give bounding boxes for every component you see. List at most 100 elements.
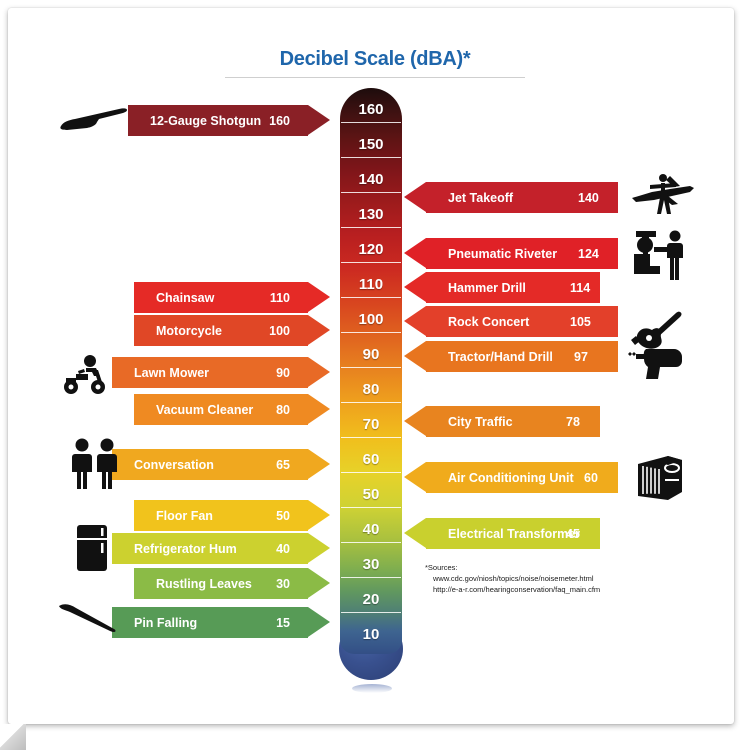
scale-label-30: 30 (362, 556, 380, 573)
scale-label-130: 130 (358, 206, 384, 223)
scale-label-140: 140 (358, 171, 384, 188)
bar-label: City Traffic (448, 414, 513, 429)
bar-label: Vacuum Cleaner (156, 402, 254, 417)
decibel-thermometer: 160 150 140 130 120 110 100 90 80 70 60 … (339, 88, 403, 693)
sources-line-2: http://e-a-r.com/hearingconservation/faq… (433, 585, 601, 594)
bar-value: 60 (584, 470, 598, 485)
scale-tick (341, 262, 401, 263)
scale-label-110: 110 (358, 276, 384, 293)
bar-value: 15 (276, 615, 290, 630)
bar-value: 160 (269, 113, 290, 128)
scale-label-80: 80 (362, 381, 380, 398)
scale-tick (341, 122, 401, 123)
title-divider (225, 77, 525, 78)
scale-tick (341, 192, 401, 193)
shotgun-icon (57, 104, 129, 134)
bar-refrigerator-hum[interactable]: Refrigerator Hum 40 (112, 533, 308, 564)
bar-value: 40 (276, 541, 290, 556)
bar-lawn-mower[interactable]: Lawn Mower 90 (112, 357, 308, 388)
bar-value: 78 (566, 414, 580, 429)
bar-label: Conversation (134, 457, 214, 472)
bar-value: 140 (578, 190, 599, 205)
bar-air-conditioning-unit[interactable]: Air Conditioning Unit 60 (426, 462, 618, 493)
bar-arrow-right-icon (308, 449, 330, 479)
bar-value: 50 (276, 508, 290, 523)
bar-label: Lawn Mower (134, 365, 210, 380)
bar-value: 80 (276, 402, 290, 417)
bar-value: 97 (574, 349, 588, 364)
refrigerator-icon (74, 523, 110, 573)
bar-label: Hammer Drill (448, 280, 526, 295)
scale-label-160: 160 (358, 101, 384, 118)
scale-tick (341, 612, 401, 613)
bar-arrow-right-icon (308, 105, 330, 135)
bar-value: 90 (276, 365, 290, 380)
bar-value: 114 (570, 280, 591, 295)
bar-rock-concert[interactable]: Rock Concert 105 (426, 306, 618, 337)
sources-line-1: www.cdc.gov/niosh/topics/noise/noisemete… (433, 574, 594, 583)
scale-tick (341, 332, 401, 333)
bar-value: 100 (269, 323, 290, 338)
bar-label: Chainsaw (156, 290, 215, 305)
bar-pneumatic-riveter[interactable]: Pneumatic Riveter 124 (426, 238, 618, 269)
bar-label: Pneumatic Riveter (448, 246, 558, 261)
bar-city-traffic[interactable]: City Traffic 78 (426, 406, 600, 437)
scale-tick (341, 297, 401, 298)
page-corner-fold (0, 724, 26, 750)
riding-mower-icon (58, 352, 114, 396)
bar-value: 110 (269, 290, 290, 305)
bar-electrical-transformer[interactable]: Electrical Transformer 45 (426, 518, 600, 549)
bar-arrow-right-icon (308, 394, 330, 424)
bar-motorcycle[interactable]: Motorcycle 100 (134, 315, 308, 346)
bar-12-gauge-shotgun[interactable]: 12-Gauge Shotgun 160 (128, 105, 308, 136)
scale-tick (341, 227, 401, 228)
bar-tractor-hand-drill[interactable]: Tractor/Hand Drill 97 (426, 341, 618, 372)
scale-label-20: 20 (362, 591, 380, 608)
bar-value: 65 (276, 457, 290, 472)
thermometer-reflection (352, 684, 392, 693)
scale-label-40: 40 (362, 521, 380, 538)
bar-arrow-right-icon (308, 500, 330, 530)
sources-note: *Sources: www.cdc.gov/niosh/topics/noise… (425, 562, 655, 595)
bar-value: 124 (578, 246, 599, 261)
bar-arrow-left-icon (404, 272, 426, 302)
bar-arrow-right-icon (308, 357, 330, 387)
bar-label: Floor Fan (156, 508, 213, 523)
bar-arrow-right-icon (308, 568, 330, 598)
riveter-worker-icon (630, 228, 690, 282)
bar-arrow-left-icon (404, 462, 426, 492)
bar-arrow-left-icon (404, 306, 426, 336)
pin-icon (56, 600, 120, 634)
bar-jet-takeoff[interactable]: Jet Takeoff 140 (426, 182, 618, 213)
bar-label: Rustling Leaves (156, 576, 252, 591)
thermometer-tube (340, 88, 402, 654)
bar-vacuum-cleaner[interactable]: Vacuum Cleaner 80 (134, 394, 308, 425)
bar-label: Rock Concert (448, 314, 530, 329)
power-drill-icon (626, 344, 688, 380)
scale-tick (341, 157, 401, 158)
bar-arrow-right-icon (308, 315, 330, 345)
bar-arrow-right-icon (308, 607, 330, 637)
scale-tick (341, 402, 401, 403)
bar-arrow-right-icon (308, 282, 330, 312)
bar-pin-falling[interactable]: Pin Falling 15 (112, 607, 308, 638)
scale-tick (341, 437, 401, 438)
scale-tick (341, 472, 401, 473)
scale-tick (341, 542, 401, 543)
bar-arrow-left-icon (404, 341, 426, 371)
bar-conversation[interactable]: Conversation 65 (112, 449, 308, 480)
bar-value: 30 (276, 576, 290, 591)
scale-label-50: 50 (362, 486, 380, 503)
scale-label-90: 90 (362, 346, 380, 363)
bar-label: Jet Takeoff (448, 190, 514, 205)
electric-guitar-icon (628, 310, 684, 350)
bar-floor-fan[interactable]: Floor Fan 50 (134, 500, 308, 531)
sources-heading: *Sources: (425, 563, 458, 572)
bar-rustling-leaves[interactable]: Rustling Leaves 30 (134, 568, 308, 599)
bar-arrow-left-icon (404, 518, 426, 548)
scale-label-150: 150 (358, 136, 384, 153)
bar-chainsaw[interactable]: Chainsaw 110 (134, 282, 308, 313)
scale-label-100: 100 (358, 311, 384, 328)
bar-arrow-left-icon (404, 406, 426, 436)
bar-hammer-drill[interactable]: Hammer Drill 114 (426, 272, 600, 303)
